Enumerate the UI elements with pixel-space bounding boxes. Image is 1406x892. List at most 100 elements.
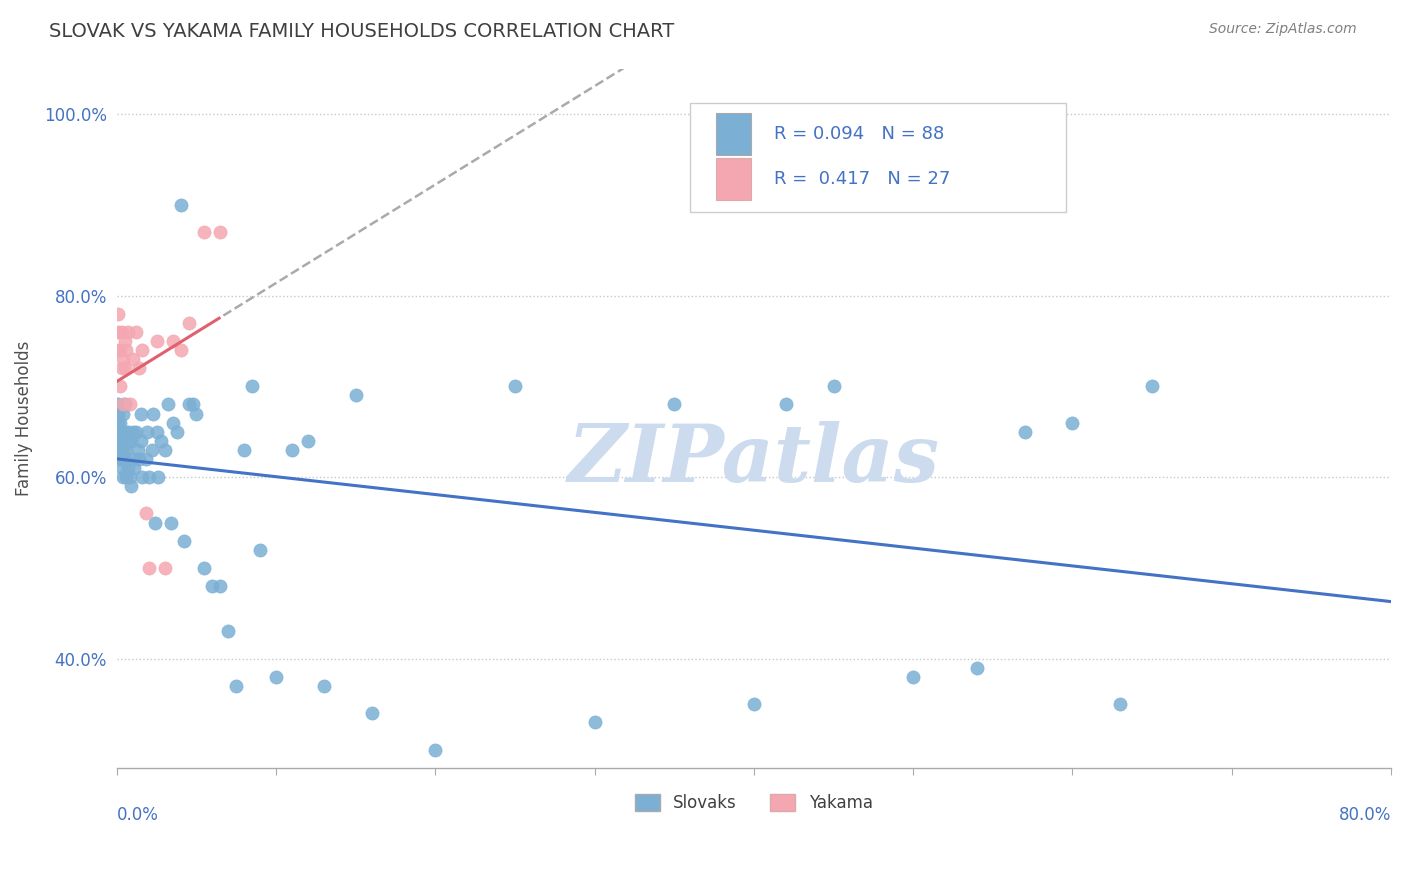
Point (108, 416, 131, 430)
Point (169, 343, 191, 357)
Point (107, 442, 129, 457)
Point (162, 334, 184, 348)
Point (115, 442, 138, 457)
Point (193, 225, 215, 239)
Point (131, 343, 153, 357)
Point (107, 407, 129, 421)
Point (160, 516, 183, 530)
Point (120, 434, 142, 448)
FancyBboxPatch shape (690, 103, 1066, 212)
Point (107, 434, 129, 448)
Point (136, 425, 159, 439)
Point (312, 679, 335, 693)
Point (107, 425, 129, 439)
Point (125, 325, 148, 339)
Point (134, 452, 156, 467)
Point (110, 452, 132, 467)
Point (209, 579, 232, 593)
Point (264, 670, 287, 684)
Point (115, 470, 138, 484)
Point (134, 507, 156, 521)
Point (145, 425, 167, 439)
Point (107, 425, 129, 439)
Point (129, 434, 152, 448)
Point (742, 697, 765, 711)
Point (114, 425, 136, 439)
Point (1140, 379, 1163, 393)
Point (173, 533, 195, 548)
Point (425, 742, 447, 756)
Point (108, 452, 131, 467)
Point (138, 470, 160, 484)
Point (142, 407, 165, 421)
Point (138, 561, 160, 575)
Point (1014, 425, 1036, 439)
Point (108, 425, 131, 439)
Point (249, 542, 271, 557)
Point (110, 461, 132, 475)
Point (240, 379, 263, 393)
Text: ZIPatlas: ZIPatlas (568, 421, 941, 499)
Point (162, 416, 184, 430)
Point (233, 442, 256, 457)
Point (153, 561, 176, 575)
Point (150, 434, 173, 448)
Point (120, 479, 142, 493)
Point (112, 442, 135, 457)
Point (118, 434, 141, 448)
Point (112, 352, 135, 367)
Text: R = 0.094   N = 88: R = 0.094 N = 88 (775, 125, 945, 143)
Point (117, 325, 139, 339)
Point (583, 715, 606, 730)
Point (107, 325, 129, 339)
Point (127, 442, 149, 457)
Point (181, 397, 204, 411)
Point (823, 379, 845, 393)
Point (143, 516, 166, 530)
Point (110, 361, 132, 376)
Point (107, 416, 129, 430)
Point (129, 407, 152, 421)
Point (121, 425, 143, 439)
Point (169, 198, 191, 212)
Point (117, 461, 139, 475)
Point (108, 343, 131, 357)
Legend: Slovaks, Yakama: Slovaks, Yakama (628, 788, 880, 819)
Point (108, 434, 131, 448)
Point (107, 397, 129, 411)
Point (344, 388, 367, 402)
Point (107, 442, 129, 457)
Point (114, 361, 136, 376)
Point (148, 470, 170, 484)
Point (112, 470, 135, 484)
Point (114, 334, 136, 348)
Point (110, 434, 132, 448)
Point (110, 425, 132, 439)
Text: R =  0.417   N = 27: R = 0.417 N = 27 (775, 170, 950, 188)
Point (125, 425, 148, 439)
Point (166, 425, 188, 439)
Point (177, 397, 200, 411)
Point (193, 561, 215, 575)
Point (108, 379, 131, 393)
Point (209, 225, 232, 239)
Point (360, 706, 382, 721)
Point (110, 325, 132, 339)
Point (281, 442, 304, 457)
Point (118, 470, 141, 484)
Point (121, 452, 143, 467)
Point (664, 397, 686, 411)
Point (225, 679, 247, 693)
Bar (716, 158, 751, 200)
Point (775, 397, 797, 411)
Bar (716, 112, 751, 154)
Text: SLOVAK VS YAKAMA FAMILY HOUSEHOLDS CORRELATION CHART: SLOVAK VS YAKAMA FAMILY HOUSEHOLDS CORRE… (49, 22, 675, 41)
Point (145, 334, 167, 348)
Point (156, 397, 179, 411)
Point (141, 442, 163, 457)
Point (901, 670, 924, 684)
Point (128, 452, 150, 467)
Point (124, 461, 146, 475)
Point (297, 434, 319, 448)
Text: Source: ZipAtlas.com: Source: ZipAtlas.com (1209, 22, 1357, 37)
